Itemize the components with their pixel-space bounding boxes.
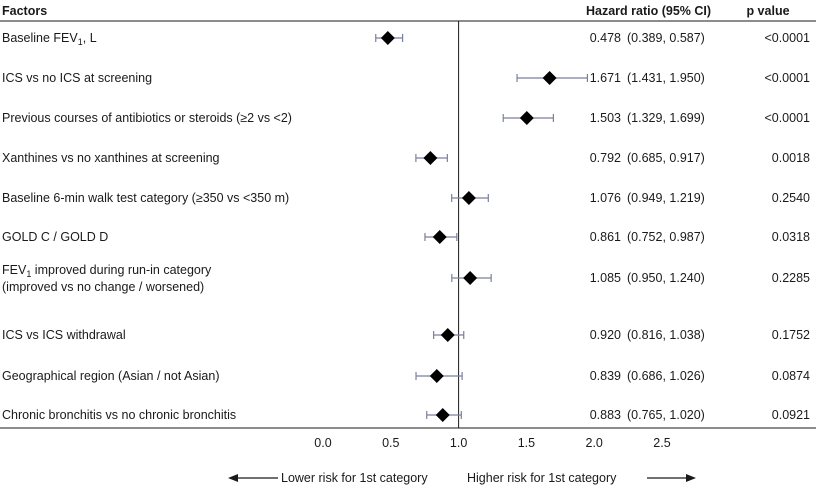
x-tick-label: 0.0 xyxy=(314,436,331,450)
hazard-ratio-marker xyxy=(435,408,450,422)
hazard-ratio-marker xyxy=(461,191,476,205)
header-p-value: p value xyxy=(746,4,789,18)
factor-label: Chronic bronchitis vs no chronic bronchi… xyxy=(2,408,236,422)
x-tick-label: 2.0 xyxy=(586,436,603,450)
factor-label: ICS vs ICS withdrawal xyxy=(2,328,126,342)
hazard-ratio-marker xyxy=(519,111,534,125)
factor-label-line2: (improved vs no change / worsened) xyxy=(2,280,204,294)
header-factors: Factors xyxy=(2,4,47,18)
p-value: <0.0001 xyxy=(764,111,810,125)
hr-value: 0.839 xyxy=(590,369,621,383)
ci-value: (0.950, 1.240) xyxy=(627,271,705,285)
forest-rows: Baseline FEV1, L 0.478 (0.389, 0.587) <0.00… xyxy=(2,31,810,422)
forest-row: Geographical region (Asian / not Asian) 0… xyxy=(2,369,810,383)
ci-value: (0.686, 1.026) xyxy=(627,369,705,383)
ci-value: (0.752, 0.987) xyxy=(627,230,705,244)
x-axis-ticks: 0.0 0.5 1.0 1.5 2.0 2.5 xyxy=(314,436,670,450)
hr-value: 1.085 xyxy=(590,271,621,285)
p-value: 0.2540 xyxy=(772,191,810,205)
ci-value: (0.765, 1.020) xyxy=(627,408,705,422)
ci-value: (1.329, 1.699) xyxy=(627,111,705,125)
hazard-ratio-marker xyxy=(542,71,557,85)
arrow-higher-head xyxy=(686,474,696,482)
p-value: 0.0318 xyxy=(772,230,810,244)
ci-value: (1.431, 1.950) xyxy=(627,71,705,85)
hazard-ratio-marker xyxy=(423,151,438,165)
hr-value: 0.920 xyxy=(590,328,621,342)
forest-row: FEV1 improved during run-in category(imp… xyxy=(2,263,810,294)
factor-label: Baseline FEV1, L xyxy=(2,31,97,47)
hr-value: 1.671 xyxy=(590,71,621,85)
hr-value: 1.503 xyxy=(590,111,621,125)
label-tail: improved during run-in category xyxy=(31,263,212,277)
x-tick-label: 1.0 xyxy=(450,436,467,450)
factor-label: ICS vs no ICS at screening xyxy=(2,71,152,85)
hazard-ratio-marker xyxy=(432,230,447,244)
subscript: 1 xyxy=(26,269,31,279)
ci-value: (0.389, 0.587) xyxy=(627,31,705,45)
x-tick-label: 1.5 xyxy=(518,436,535,450)
hazard-ratio-marker xyxy=(440,328,455,342)
x-tick-label: 0.5 xyxy=(382,436,399,450)
factor-label: Previous courses of antibiotics or stero… xyxy=(2,111,292,125)
forest-row: ICS vs no ICS at screening 1.671 (1.431, 1… xyxy=(2,71,810,85)
ci-value: (0.816, 1.038) xyxy=(627,328,705,342)
arrow-lower-head xyxy=(228,474,238,482)
hr-value: 0.861 xyxy=(590,230,621,244)
forest-row: Xanthines vs no xanthines at screening 0.… xyxy=(2,151,810,165)
forest-row: GOLD C / GOLD D 0.861 (0.752, 0.987) 0.0318 xyxy=(2,230,810,244)
direction-lower-label: Lower risk for 1st category xyxy=(281,471,428,485)
p-value: 0.1752 xyxy=(772,328,810,342)
factor-label: Geographical region (Asian / not Asian) xyxy=(2,369,220,383)
hr-value: 1.076 xyxy=(590,191,621,205)
direction-annotation: Lower risk for 1st category Higher risk … xyxy=(228,471,696,485)
p-value: 0.2285 xyxy=(772,271,810,285)
factor-label: FEV1 improved during run-in category xyxy=(2,263,212,279)
direction-higher-label: Higher risk for 1st category xyxy=(467,471,617,485)
subscript: 1 xyxy=(78,37,83,47)
hr-value: 0.792 xyxy=(590,151,621,165)
forest-row: Chronic bronchitis vs no chronic bronchi… xyxy=(2,408,810,422)
x-tick-label: 2.5 xyxy=(653,436,670,450)
p-value: 0.0018 xyxy=(772,151,810,165)
ci-value: (0.949, 1.219) xyxy=(627,191,705,205)
label-tail: , L xyxy=(83,31,97,45)
hr-value: 0.478 xyxy=(590,31,621,45)
p-value: <0.0001 xyxy=(764,71,810,85)
ci-value: (0.685, 0.917) xyxy=(627,151,705,165)
p-value: 0.0921 xyxy=(772,408,810,422)
factor-label: Xanthines vs no xanthines at screening xyxy=(2,151,220,165)
p-value: <0.0001 xyxy=(764,31,810,45)
header-hazard-ratio: Hazard ratio (95% CI) xyxy=(586,4,711,18)
factor-label: GOLD C / GOLD D xyxy=(2,230,108,244)
p-value: 0.0874 xyxy=(772,369,810,383)
forest-row: Baseline FEV1, L 0.478 (0.389, 0.587) <0.00… xyxy=(2,31,810,47)
hazard-ratio-marker xyxy=(463,271,478,285)
hr-value: 0.883 xyxy=(590,408,621,422)
forest-row: Previous courses of antibiotics or stero… xyxy=(2,111,810,125)
hazard-ratio-marker xyxy=(380,31,395,45)
forest-row: ICS vs ICS withdrawal 0.920 (0.816, 1.038)… xyxy=(2,328,810,342)
forest-row: Baseline 6-min walk test category (≥350 … xyxy=(2,191,810,205)
factor-label: Baseline 6-min walk test category (≥350 … xyxy=(2,191,289,205)
hazard-ratio-marker xyxy=(429,369,444,383)
